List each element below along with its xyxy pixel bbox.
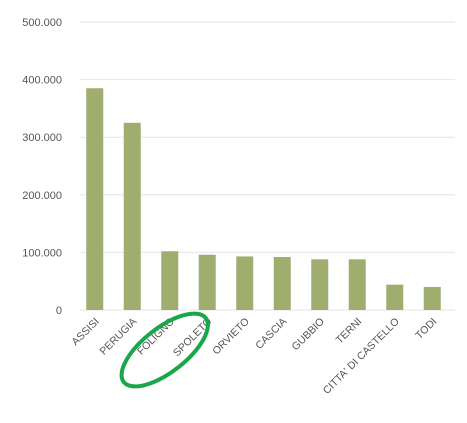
y-axis-ticks: 0 100.000 200.000 300.000 400.000 500.000 bbox=[22, 17, 62, 317]
y-tick-label: 500.000 bbox=[22, 17, 62, 29]
bar bbox=[386, 284, 404, 310]
x-category-label: ASSISI bbox=[69, 316, 101, 348]
y-tick-label: 400.000 bbox=[22, 75, 62, 87]
bar bbox=[198, 254, 216, 310]
x-category-label: CITTA' DI CASTELLO bbox=[321, 316, 402, 397]
highlight-ellipse bbox=[119, 311, 210, 389]
x-category-label: TERNI bbox=[334, 316, 365, 347]
bar bbox=[123, 122, 141, 310]
bars bbox=[86, 88, 441, 311]
y-tick-label: 300.000 bbox=[22, 132, 62, 144]
bar bbox=[86, 88, 104, 311]
y-tick-label: 200.000 bbox=[22, 190, 62, 202]
x-category-label: CASCIA bbox=[253, 316, 289, 352]
y-tick-label: 100.000 bbox=[22, 247, 62, 259]
bar bbox=[311, 259, 329, 310]
bar bbox=[423, 286, 441, 310]
x-category-label: ORVIETO bbox=[210, 316, 252, 358]
x-category-label: TODI bbox=[413, 316, 439, 342]
bar bbox=[236, 256, 254, 310]
bar bbox=[273, 257, 291, 310]
y-tick-label: 0 bbox=[56, 305, 62, 317]
x-category-label: GUBBIO bbox=[290, 316, 327, 353]
annotations bbox=[119, 311, 210, 389]
bar bbox=[161, 251, 179, 310]
bar bbox=[348, 259, 366, 310]
